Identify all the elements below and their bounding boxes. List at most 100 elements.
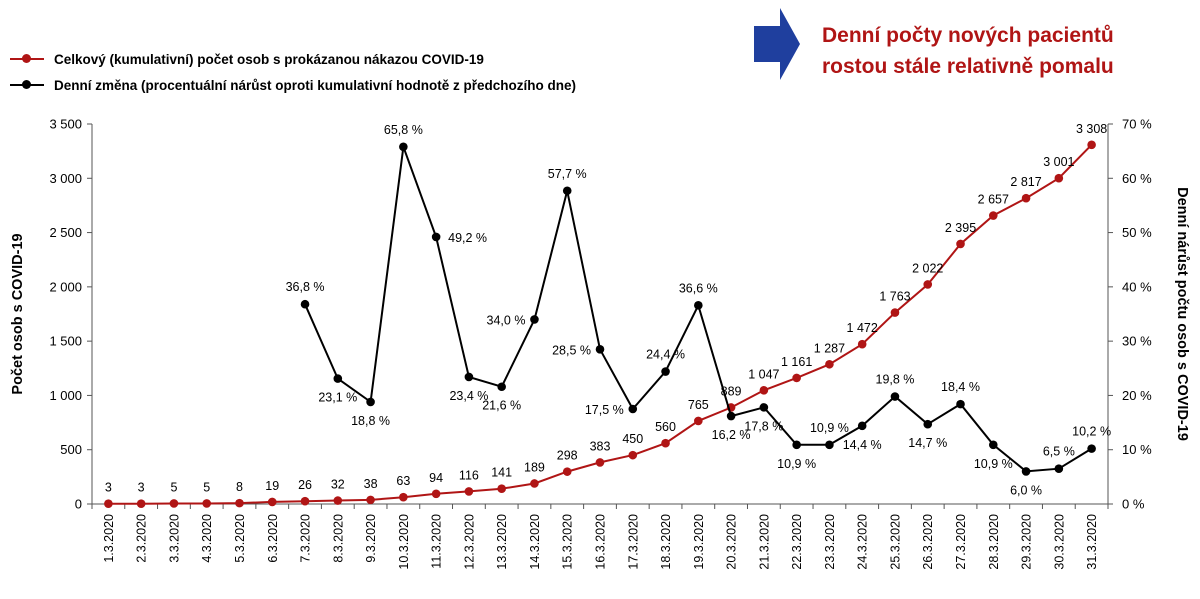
cumulative-data-point [464,487,474,496]
x-tick-label: 2.3.2020 [135,514,149,563]
cumulative-data-point [956,239,965,249]
daily-change-data-point [464,372,474,382]
legend-item-cumulative: Celkový (kumulativní) počet osob s proká… [10,46,576,72]
x-tick-label: 24.3.2020 [856,514,870,570]
y-axis-right-title: Denní nárůst počtu osob s COVID-19 [1174,187,1190,441]
daily-change-data-label: 18,4 % [941,380,980,394]
y-left-tick-label: 1 000 [49,388,82,403]
daily-change-data-label: 17,5 % [585,403,624,417]
cumulative-data-point [333,496,343,505]
daily-change-data-label: 21,6 % [482,399,521,413]
cumulative-data-label: 3 [138,481,145,495]
cumulative-data-point [267,497,277,507]
x-tick-label: 16.3.2020 [594,514,608,570]
cumulative-data-point [759,386,769,395]
daily-change-data-label: 10,2 % [1072,425,1111,439]
x-tick-label: 5.3.2020 [233,514,247,563]
y-left-tick-label: 2 000 [49,279,82,294]
cumulative-data-label: 94 [429,471,443,485]
daily-change-data-point [1021,467,1031,476]
x-tick-label: 11.3.2020 [430,514,444,569]
x-tick-label: 18.3.2020 [659,514,673,570]
cumulative-data-point [1087,140,1096,150]
daily-change-data-point [759,403,769,412]
daily-change-data-label: 6,0 % [1010,483,1042,497]
x-tick-label: 25.3.2020 [888,514,902,570]
daily-change-data-point [825,440,834,450]
cumulative-data-label: 116 [459,468,479,482]
cumulative-data-point [530,479,539,488]
cumulative-data-point [988,211,998,220]
daily-change-data-label: 19,8 % [876,373,915,387]
daily-change-data-label: 16,2 % [712,428,751,442]
cumulative-data-label: 19 [265,479,279,493]
y-left-tick-label: 3 000 [49,171,82,186]
daily-change-data-label: 24,4 % [646,348,685,362]
x-tick-label: 6.3.2020 [266,514,280,563]
cumulative-data-label: 1 472 [847,321,878,335]
legend-label-daily: Denní změna (procentuální nárůst oproti … [54,77,577,93]
cumulative-data-label: 63 [396,474,410,488]
x-tick-label: 7.3.2020 [299,514,313,563]
x-tick-label: 28.3.2020 [987,514,1001,570]
y-right-tick-label: 0 % [1122,497,1145,512]
legend: Celkový (kumulativní) počet osob s proká… [10,46,576,98]
daily-change-data-point [562,186,572,196]
cumulative-data-label: 141 [491,466,512,480]
daily-change-data-point [1054,464,1064,474]
daily-change-data-label: 23,4 % [449,389,488,403]
cumulative-data-label: 1 287 [814,341,845,355]
daily-change-data-label: 6,5 % [1043,445,1075,459]
daily-change-data-label: 14,4 % [843,438,882,452]
daily-change-data-point [497,382,506,392]
x-tick-label: 17.3.2020 [626,514,640,570]
daily-change-data-label: 10,9 % [777,457,816,471]
daily-change-data-label: 23,1 % [318,391,357,405]
daily-change-data-point [366,397,375,407]
x-tick-label: 30.3.2020 [1052,514,1066,570]
cumulative-data-point [694,416,703,426]
headline-line-2: rostou stále relativně pomalu [822,55,1114,78]
cumulative-data-point [399,492,408,502]
daily-change-data-label: 57,7 % [548,167,587,181]
cumulative-data-label: 1 763 [879,290,910,304]
daily-change-data-point [661,367,670,376]
cumulative-data-label: 3 308 [1076,122,1107,136]
cumulative-data-point [890,308,900,317]
cumulative-data-label: 3 001 [1043,155,1074,169]
cumulative-data-point [857,339,867,349]
x-tick-label: 31.3.2020 [1085,514,1099,570]
daily-change-data-label: 10,9 % [810,421,849,435]
y-right-tick-label: 70 % [1122,117,1152,132]
daily-change-data-point [956,399,965,409]
daily-change-data-label: 17,8 % [744,419,783,433]
cumulative-data-point [235,498,244,508]
y-right-tick-label: 10 % [1122,442,1152,457]
daily-change-data-point [792,440,801,450]
legend-swatch-daily [10,78,44,92]
daily-change-data-label: 14,7 % [908,436,947,450]
legend-label-cumulative: Celkový (kumulativní) počet osob s proká… [54,51,484,67]
cumulative-data-point [497,484,506,493]
cumulative-data-label: 450 [622,432,643,446]
daily-change-data-point [530,315,539,324]
cumulative-data-label: 2 817 [1010,175,1041,189]
cumulative-data-label: 5 [203,480,210,494]
cumulative-data-label: 8 [236,480,243,494]
x-tick-label: 8.3.2020 [331,514,345,563]
cumulative-data-point [1054,173,1064,183]
cumulative-data-label: 5 [170,480,177,494]
daily-change-data-label: 49,2 % [448,231,487,245]
cumulative-data-point [431,489,441,499]
cumulative-data-label: 889 [721,384,742,398]
y-right-tick-label: 40 % [1122,279,1152,294]
daily-change-data-point [431,232,441,242]
daily-change-data-point [923,419,933,429]
x-tick-label: 20.3.2020 [725,514,739,570]
cumulative-data-point [366,495,375,505]
cumulative-data-label: 1 161 [781,355,812,369]
cumulative-data-point [825,359,834,369]
x-tick-label: 15.3.2020 [561,514,575,570]
cumulative-data-point [169,499,179,508]
